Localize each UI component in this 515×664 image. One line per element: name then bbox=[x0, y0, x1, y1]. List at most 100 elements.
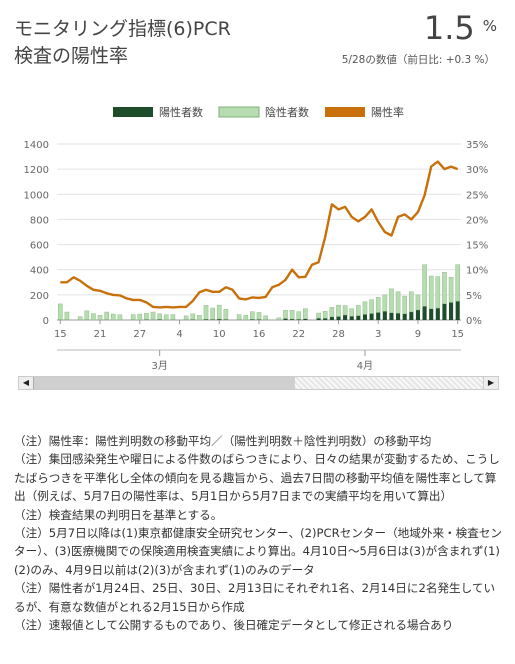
y-left-tick-label: 800 bbox=[30, 215, 49, 226]
negative-bar bbox=[336, 304, 341, 317]
scroll-right-arrow-icon[interactable]: ▶ bbox=[483, 377, 498, 389]
negative-bar bbox=[415, 294, 421, 311]
y-left-tick-label: 400 bbox=[30, 266, 49, 277]
positive-bar bbox=[256, 319, 262, 320]
x-tick-label: 28 bbox=[332, 329, 345, 340]
positive-bar bbox=[316, 318, 321, 320]
legend-swatch bbox=[218, 106, 260, 118]
negative-bar bbox=[210, 307, 215, 320]
negative-bar bbox=[322, 311, 328, 319]
positive-bar bbox=[283, 318, 288, 320]
positive-bar bbox=[223, 319, 228, 320]
negative-bar bbox=[130, 314, 136, 320]
current-value-caption: 5/28の数値（前日比: +0.3 %） bbox=[341, 54, 495, 66]
title-line-1: モニタリング指標(6)PCR bbox=[14, 18, 231, 40]
y-right-tick-label: 35% bbox=[466, 140, 488, 151]
negative-bar bbox=[375, 297, 381, 313]
y-right-tick-label: 10% bbox=[466, 266, 488, 277]
x-tick-label: 9 bbox=[415, 329, 421, 340]
negative-bar bbox=[409, 291, 414, 313]
positive-bar bbox=[290, 318, 295, 320]
negative-bar bbox=[97, 315, 103, 320]
negative-bar bbox=[342, 305, 348, 316]
negative-bar bbox=[435, 276, 441, 309]
positive-bar bbox=[415, 309, 421, 320]
title-line-2: 検査の陽性率 bbox=[14, 45, 129, 67]
note-item: （注）速報値として公開するものであり、後日確定データとして修正される場合あり bbox=[14, 618, 454, 633]
negative-bar bbox=[203, 305, 209, 320]
negative-bar bbox=[369, 299, 374, 314]
positive-bar bbox=[435, 308, 440, 320]
legend-label: 陰性者数 bbox=[265, 105, 309, 119]
month-label: 4月 bbox=[357, 360, 373, 372]
page-title: モニタリング指標(6)PCR 検査の陽性率 bbox=[14, 16, 231, 70]
positive-bar bbox=[409, 311, 414, 320]
x-tick-label: 27 bbox=[133, 329, 146, 340]
negative-bar bbox=[170, 314, 176, 320]
negative-bar bbox=[150, 311, 156, 320]
y-left-tick-label: 0 bbox=[43, 316, 49, 327]
negative-bar bbox=[389, 288, 394, 313]
x-tick-label: 22 bbox=[292, 329, 305, 340]
negative-bar bbox=[428, 275, 434, 309]
x-tick-label: 15 bbox=[54, 329, 67, 340]
scrollbar-track[interactable] bbox=[295, 377, 484, 389]
current-value: 1.5% bbox=[424, 9, 497, 47]
positive-bar bbox=[336, 316, 341, 320]
positive-bar bbox=[203, 319, 209, 320]
negative-bar bbox=[422, 264, 427, 307]
note-item: （注）検査結果の判明日を基準とする。 bbox=[14, 507, 223, 522]
positive-bar bbox=[442, 303, 447, 320]
negative-bar bbox=[303, 308, 308, 319]
positive-bar bbox=[369, 313, 374, 320]
positive-bar bbox=[144, 319, 149, 320]
legend-swatch bbox=[113, 107, 153, 117]
negative-bar bbox=[163, 314, 169, 320]
negative-bar bbox=[256, 312, 262, 320]
scrollbar-thumb[interactable] bbox=[33, 377, 296, 389]
y-left-tick-label: 1400 bbox=[24, 140, 49, 151]
negative-bar bbox=[329, 307, 335, 318]
negative-bar bbox=[137, 313, 143, 320]
current-value-number: 1.5 bbox=[423, 9, 475, 47]
positive-bar bbox=[356, 315, 361, 320]
negative-bar bbox=[448, 277, 454, 303]
scroll-left-arrow-icon[interactable]: ◀ bbox=[19, 377, 34, 389]
note-item: （注）5月7日以降は(1)東京都健康安全研究センター、(2)PCRセンター（地域… bbox=[14, 526, 503, 577]
negative-bar bbox=[77, 316, 83, 320]
note-item: （注）陽性率：陽性判明数の移動平均／（陽性判明数＋陰性判明数）の移動平均 bbox=[14, 434, 432, 448]
positive-bar bbox=[210, 319, 215, 320]
positive-bar bbox=[449, 302, 454, 320]
negative-bar bbox=[289, 309, 295, 320]
y-left-tick-label: 1000 bbox=[24, 190, 49, 201]
negative-bar bbox=[91, 313, 96, 321]
negative-bar bbox=[250, 311, 255, 320]
negative-bar bbox=[263, 315, 268, 320]
negative-bar bbox=[283, 310, 288, 319]
positive-bar bbox=[349, 316, 354, 320]
y-right-tick-label: 25% bbox=[466, 190, 488, 201]
positive-bar bbox=[382, 311, 387, 320]
note-item: （注）集団感染発生や曜日による件数のばらつきにより、日々の結果が変動するため、こ… bbox=[14, 452, 500, 504]
legend-label: 陽性率 bbox=[371, 105, 404, 119]
positivity-rate-line bbox=[60, 160, 459, 309]
legend-label: 陽性者数 bbox=[159, 105, 203, 119]
y-right-tick-label: 30% bbox=[466, 165, 488, 176]
negative-bar bbox=[216, 304, 222, 320]
negative-bar bbox=[395, 291, 401, 314]
y-left-tick-label: 600 bbox=[30, 241, 49, 252]
chart-scrollbar[interactable]: ◀ ▶ bbox=[18, 376, 499, 390]
negative-bar bbox=[190, 313, 196, 320]
positive-bar bbox=[296, 319, 301, 320]
positive-bar bbox=[362, 314, 368, 320]
positive-bar bbox=[190, 319, 195, 320]
positive-bar bbox=[389, 312, 394, 320]
legend-swatch bbox=[325, 107, 365, 117]
negative-bar bbox=[442, 271, 447, 304]
x-tick-label: 3 bbox=[375, 329, 381, 340]
negative-bar bbox=[236, 314, 242, 320]
y-right-tick-label: 0% bbox=[466, 316, 482, 327]
current-value-unit: % bbox=[482, 17, 497, 35]
y-right-tick-label: 20% bbox=[466, 215, 488, 226]
negative-bar bbox=[382, 294, 388, 312]
